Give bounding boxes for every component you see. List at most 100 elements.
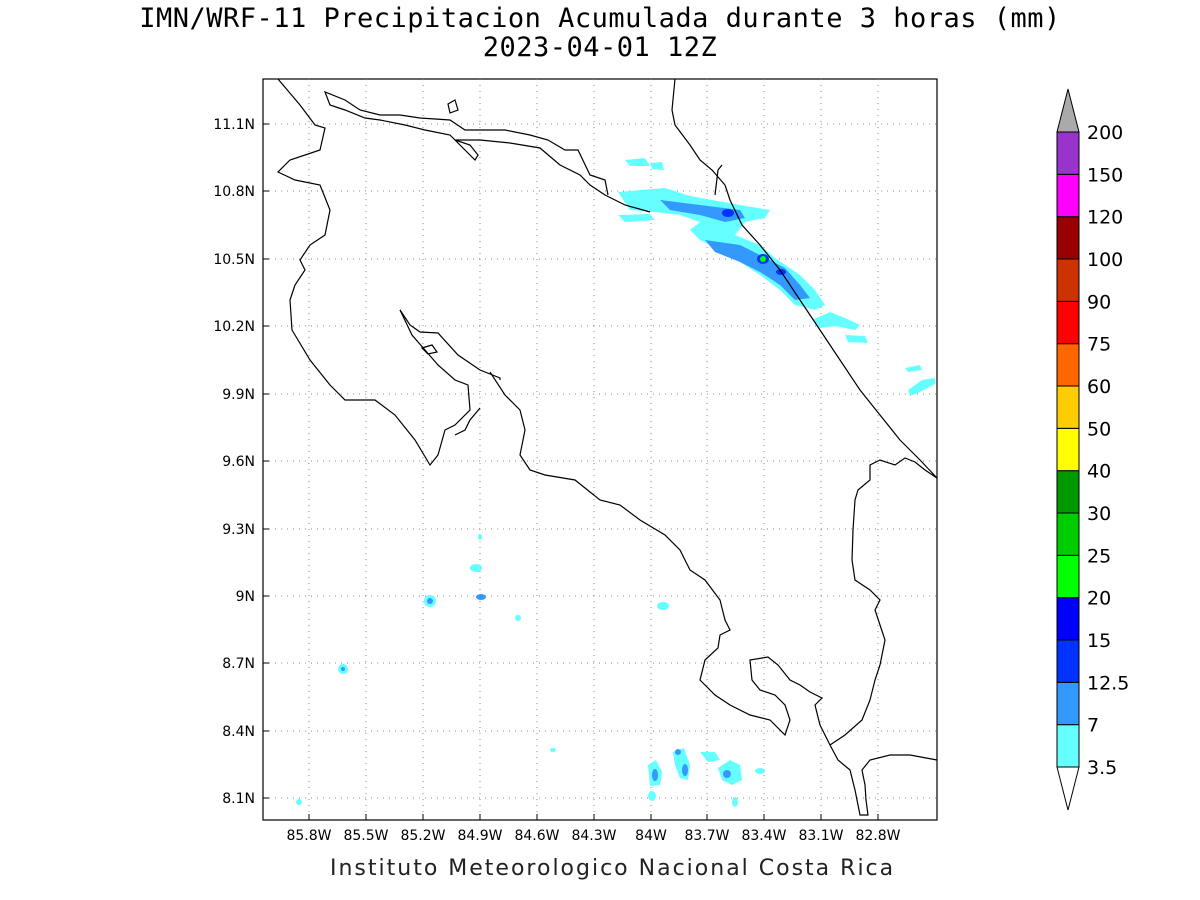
precip-area bbox=[650, 162, 664, 170]
colorbar-level-label: 200 bbox=[1087, 122, 1123, 144]
x-tick-label: 82.8W bbox=[855, 828, 900, 844]
precip-cell bbox=[657, 602, 669, 610]
island-chira bbox=[420, 344, 439, 355]
colorbar-level-label: 15 bbox=[1087, 630, 1111, 652]
colorbar-box bbox=[1056, 427, 1080, 472]
map-subtitle: 2023-04-01 12Z bbox=[482, 32, 718, 63]
colorbar-box bbox=[1056, 554, 1080, 599]
y-tick-label: 8.1N bbox=[222, 791, 255, 807]
colorbar-level-label: 40 bbox=[1087, 461, 1111, 483]
colorbar-box bbox=[1056, 343, 1080, 387]
colorbar-level-label: 25 bbox=[1087, 545, 1111, 567]
y-tick-label: 9.9N bbox=[222, 387, 255, 403]
colorbar-level-label: 60 bbox=[1087, 376, 1111, 398]
footer-credit: Instituto Meteorologico Nacional Costa R… bbox=[330, 856, 896, 881]
precip-core bbox=[760, 256, 766, 262]
x-tick-label: 84.6W bbox=[514, 828, 559, 844]
precip-cell bbox=[550, 748, 556, 752]
colorbar-level-label: 20 bbox=[1087, 588, 1111, 610]
map-frame bbox=[262, 78, 938, 821]
precip-cell bbox=[732, 797, 738, 807]
x-tick-label: 83.7W bbox=[684, 828, 729, 844]
colorbar-box bbox=[1056, 385, 1080, 429]
gulf-of-nicoya bbox=[399, 309, 501, 380]
colorbar-level-label: 3.5 bbox=[1087, 757, 1117, 779]
precip-cell bbox=[478, 534, 482, 540]
colorbar-box bbox=[1056, 258, 1080, 302]
precip-cell bbox=[723, 770, 731, 778]
colorbar-level-label: 12.5 bbox=[1087, 672, 1129, 694]
precip-area bbox=[618, 214, 655, 222]
y-tick-label: 9.6N bbox=[222, 454, 255, 470]
caribbean-coast-north bbox=[671, 78, 726, 186]
y-tick-label: 11.1N bbox=[213, 117, 255, 133]
precip-area bbox=[625, 158, 650, 166]
map-title: IMN/WRF-11 Precipitacion Acumulada duran… bbox=[139, 3, 1061, 34]
panama-border bbox=[829, 457, 938, 746]
x-tick-labels: 85.8W 85.5W 85.2W 84.9W 84.6W 84.3W 84W 83.7W 83… bbox=[286, 828, 900, 844]
x-tick-label: 84W bbox=[635, 828, 667, 844]
precip-cell bbox=[755, 768, 765, 774]
colorbar-box bbox=[1056, 470, 1080, 514]
nicaragua-border-lake bbox=[323, 90, 651, 213]
y-tick-label: 9.3N bbox=[222, 522, 255, 538]
colorbar-lower-arrow bbox=[1056, 766, 1080, 811]
y-tick-labels: 11.1N 10.8N 10.5N 10.2N 9.9N 9.6N 9.3N 9N 8.7N 8.… bbox=[213, 117, 255, 807]
y-tick-label: 9N bbox=[236, 589, 255, 605]
pacific-coast-north bbox=[276, 78, 471, 467]
grid-lines bbox=[263, 79, 937, 820]
precip-cell bbox=[675, 749, 681, 755]
precip-area bbox=[905, 365, 922, 372]
coastlines-borders bbox=[276, 78, 938, 816]
colorbar-upper-arrow bbox=[1056, 88, 1080, 133]
colorbar-level-label: 7 bbox=[1087, 715, 1099, 737]
colorbar-level-label: 50 bbox=[1087, 418, 1111, 440]
precip-cell bbox=[341, 667, 345, 671]
precip-areas bbox=[296, 158, 935, 807]
precip-area bbox=[845, 335, 868, 343]
precip-cell bbox=[296, 799, 302, 805]
precip-area bbox=[908, 378, 935, 396]
colorbar-box bbox=[1056, 597, 1080, 641]
x-tick-label: 85.2W bbox=[400, 828, 445, 844]
colorbar-box bbox=[1056, 173, 1080, 218]
precip-cell bbox=[476, 594, 486, 600]
y-tick-label: 10.5N bbox=[213, 252, 255, 268]
x-tick-label: 85.5W bbox=[343, 828, 388, 844]
x-tick-label: 85.8W bbox=[286, 828, 331, 844]
colorbar-box bbox=[1056, 512, 1080, 556]
caribbean-coast bbox=[724, 184, 938, 479]
precip-cell bbox=[652, 769, 658, 781]
x-tick-label: 83.4W bbox=[741, 828, 786, 844]
colorbar-level-label: 100 bbox=[1087, 249, 1123, 271]
precip-area bbox=[812, 312, 860, 330]
x-tick-label: 84.9W bbox=[457, 828, 502, 844]
y-tick-label: 8.7N bbox=[222, 656, 255, 672]
y-tick-label: 10.2N bbox=[213, 319, 255, 335]
precip-cell bbox=[700, 752, 720, 762]
x-tick-label: 84.3W bbox=[571, 828, 616, 844]
colorbar-level-label: 90 bbox=[1087, 291, 1111, 313]
colorbar-box bbox=[1056, 681, 1080, 726]
precip-cell bbox=[427, 598, 433, 604]
precip-cell bbox=[515, 615, 521, 621]
precip-band-blue bbox=[705, 240, 810, 300]
colorbar-level-label: 120 bbox=[1087, 207, 1123, 229]
colorbar-box bbox=[1056, 300, 1080, 345]
precip-band-blue bbox=[660, 200, 745, 222]
pacific-coast-south bbox=[489, 371, 938, 816]
river-mouth bbox=[714, 164, 723, 196]
colorbar-level-label: 75 bbox=[1087, 334, 1111, 356]
precip-cell bbox=[648, 791, 656, 801]
y-tick-label: 10.8N bbox=[213, 184, 255, 200]
y-tick-label: 8.4N bbox=[222, 724, 255, 740]
gulf-inner bbox=[454, 407, 481, 436]
colorbar bbox=[1056, 88, 1080, 811]
colorbar-box bbox=[1056, 131, 1080, 175]
colorbar-box bbox=[1056, 216, 1080, 260]
island bbox=[447, 99, 459, 114]
colorbar-level-label: 150 bbox=[1087, 164, 1123, 186]
precip-cell bbox=[470, 564, 482, 572]
x-tick-label: 83.1W bbox=[798, 828, 843, 844]
